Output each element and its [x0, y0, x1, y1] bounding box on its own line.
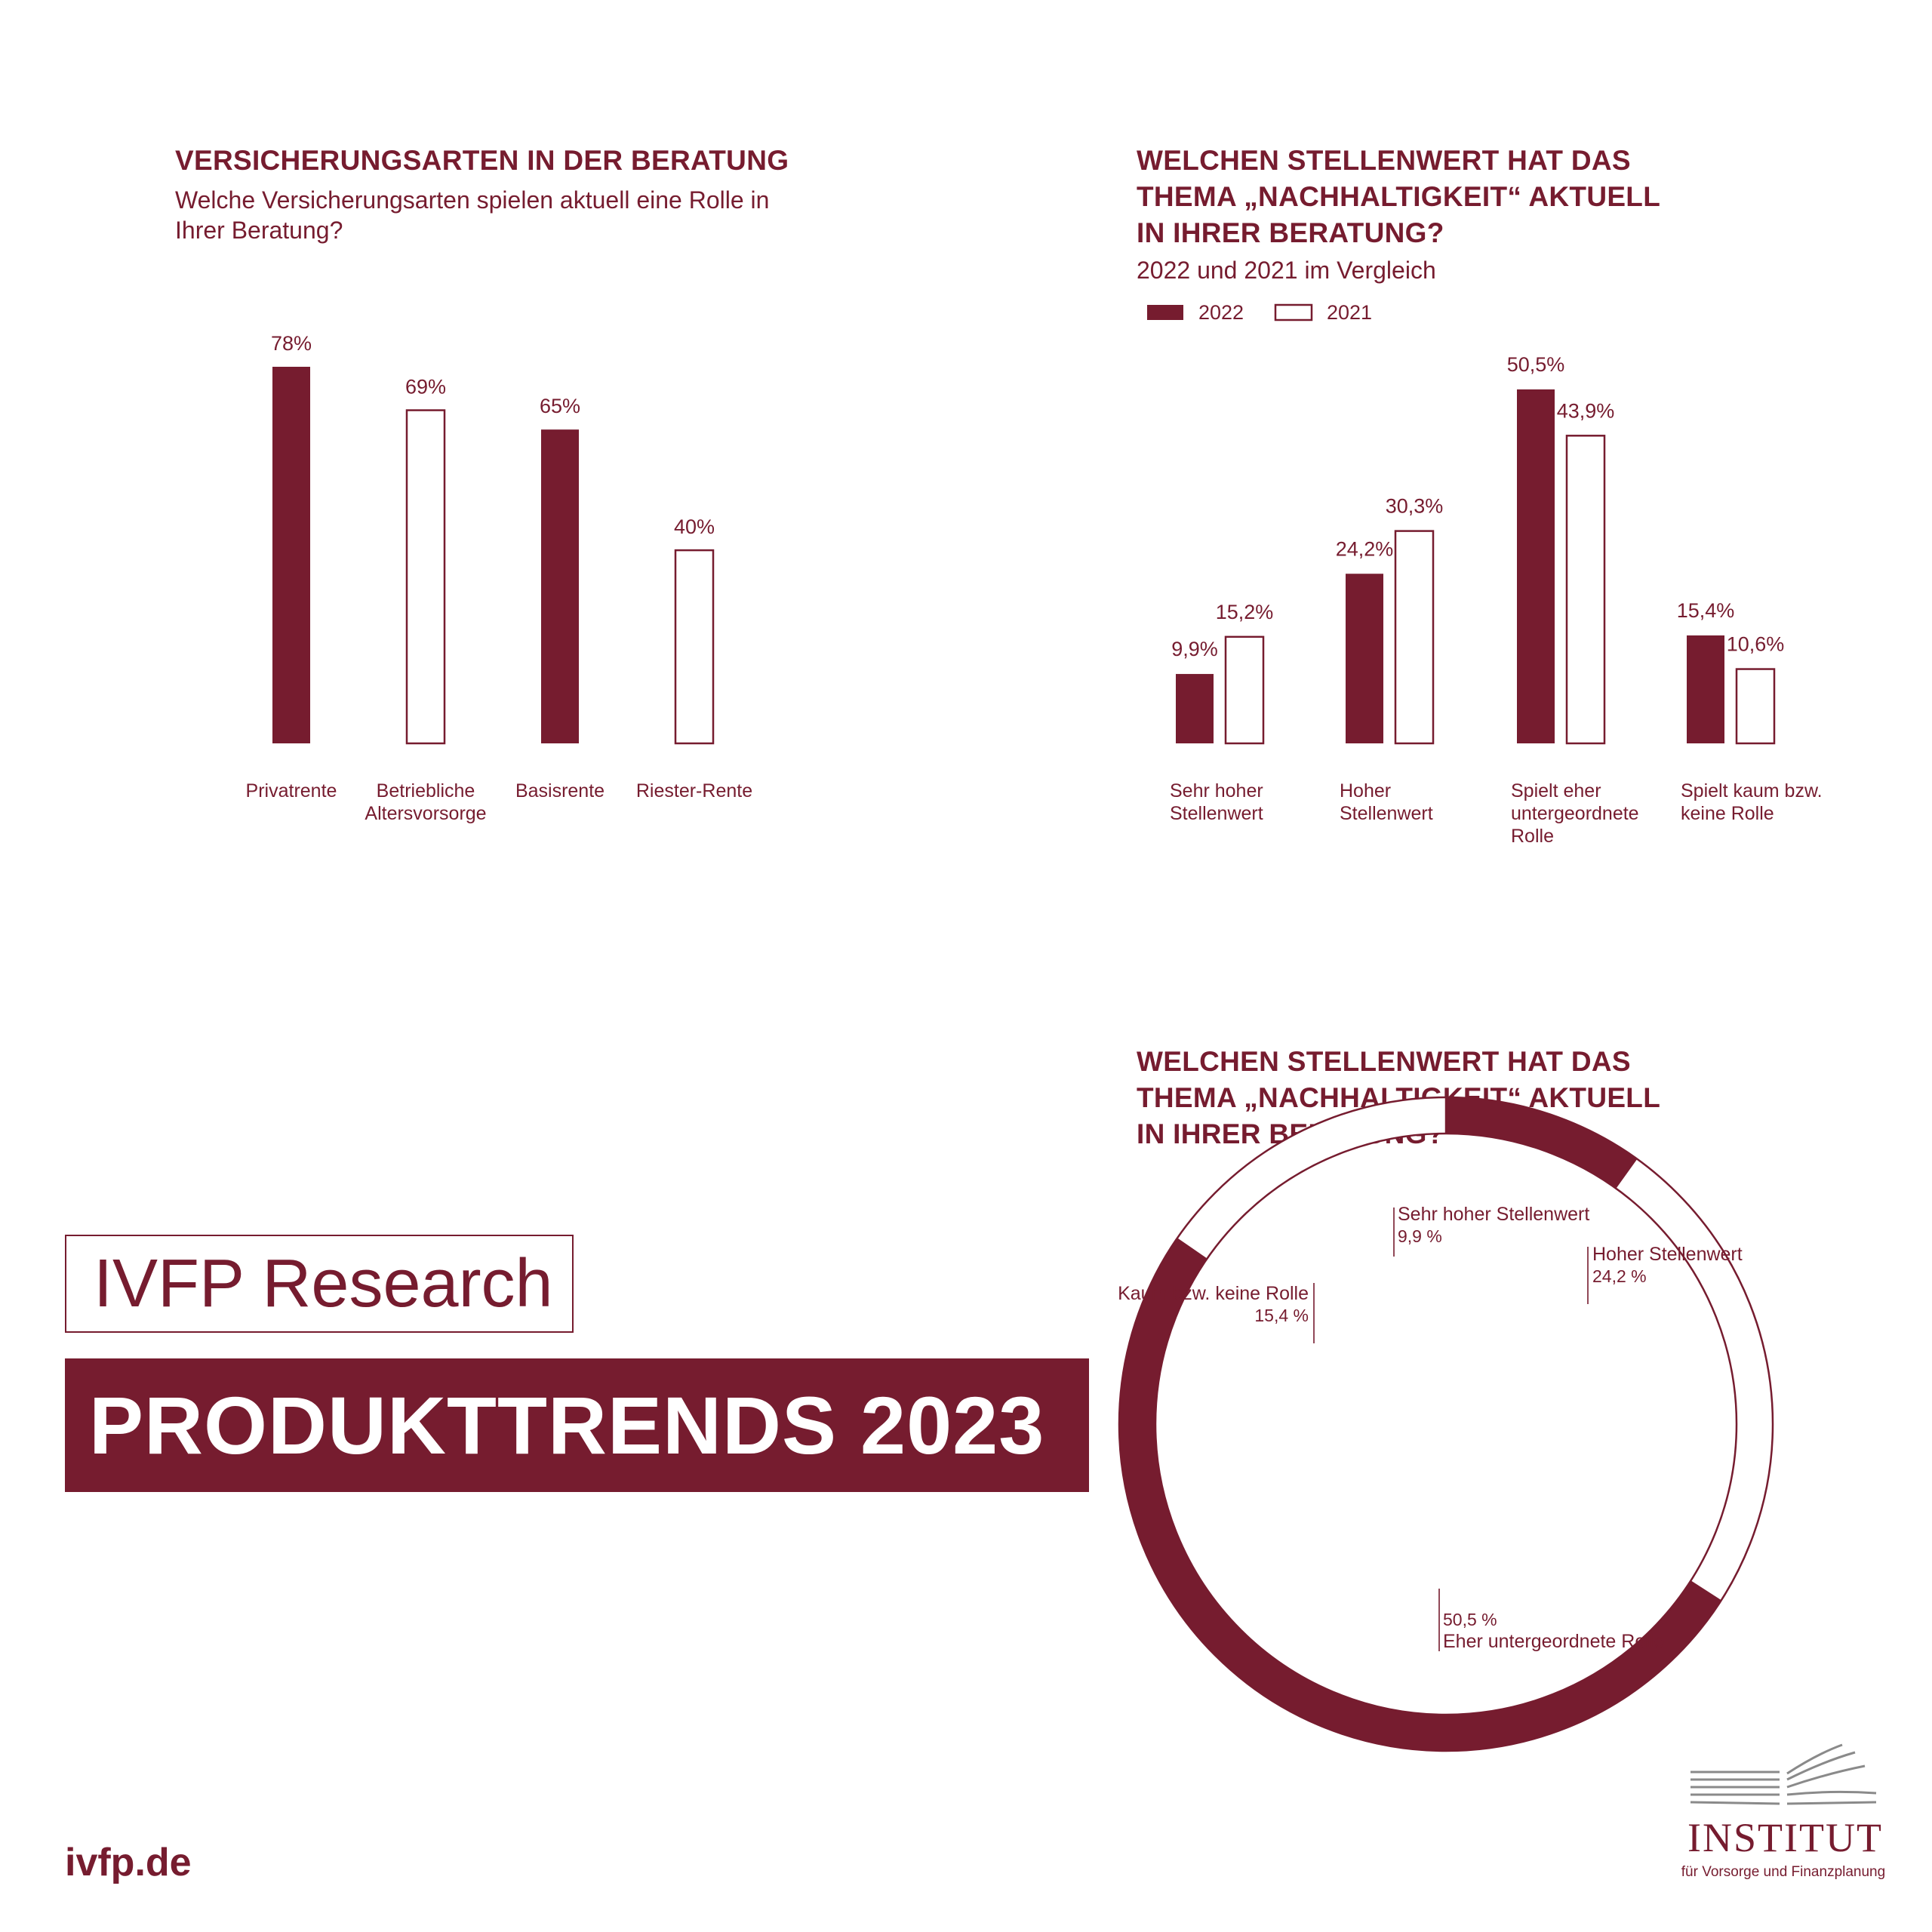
slice-label: Kaum bzw. keine Rolle [1118, 1283, 1309, 1304]
bar-value-label: 65% [540, 395, 580, 417]
slice-label: Eher untergeordnete Rolle [1443, 1631, 1664, 1652]
slice-label: Sehr hoher Stellenwert [1398, 1204, 1589, 1225]
x-tick-label: Rolle [1511, 826, 1554, 847]
book-logo-icon [1690, 1743, 1877, 1805]
bar-2022 [1346, 574, 1383, 743]
bar-value-label: 50,5% [1507, 353, 1565, 376]
bar-value-label: 78% [271, 332, 312, 355]
bar-2022 [1176, 674, 1214, 743]
x-tick-label: Stellenwert [1170, 803, 1263, 824]
research-label: IVFP Research [65, 1235, 574, 1333]
x-tick-label: Riester-Rente [636, 780, 752, 801]
chart2-title-line: THEMA „NACHHALTIGKEIT“ AKTUELL [1137, 181, 1661, 212]
chart1-subtitle: Welche Versicherungsarten spielen aktuel… [175, 185, 769, 245]
bar-2021 [1565, 435, 1606, 745]
legend-label: 2021 [1327, 301, 1372, 324]
bar [272, 367, 310, 743]
chart1-subtitle-line: Welche Versicherungsarten spielen aktuel… [175, 186, 770, 214]
bar-value-label: 15,4% [1677, 599, 1735, 622]
bar-value-label: 24,2% [1336, 537, 1394, 560]
bar-value-label: 9,9% [1171, 638, 1218, 660]
x-tick-label: Spielt eher [1511, 780, 1601, 801]
slice-value-label: 24,2 % [1592, 1266, 1647, 1286]
bar-value-label: 30,3% [1386, 495, 1444, 518]
legend-label: 2022 [1198, 301, 1244, 324]
bar [674, 549, 715, 745]
x-tick-label: keine Rolle [1681, 803, 1774, 824]
chart2-subtitle: 2022 und 2021 im Vergleich [1137, 257, 1436, 284]
x-tick-label: Sehr hoher [1170, 780, 1263, 801]
slice-value-label: 15,4 % [1254, 1306, 1309, 1325]
legend-swatch [1147, 305, 1183, 320]
x-tick-label: Betriebliche [377, 780, 475, 801]
bar-value-label: 15,2% [1216, 601, 1274, 623]
x-tick-label: Hoher [1340, 780, 1391, 801]
title-banner: PRODUKTTRENDS 2023 [65, 1358, 1089, 1492]
bar-value-label: 10,6% [1727, 633, 1785, 656]
chart2-title-line: IN IHRER BERATUNG? [1137, 217, 1444, 248]
x-tick-label: Spielt kaum bzw. [1681, 780, 1823, 801]
donut-slice [1177, 1097, 1446, 1260]
bar-2022 [1687, 635, 1724, 743]
website-link[interactable]: ivfp.de [65, 1841, 192, 1884]
logo-wordmark: INSTITUT [1687, 1815, 1883, 1860]
x-tick-label: untergeordnete [1511, 803, 1639, 824]
slice-value-label: 50,5 % [1443, 1610, 1497, 1629]
chart2-title-line: WELCHEN STELLENWERT HAT DAS [1137, 145, 1631, 176]
chart2-title: WELCHEN STELLENWERT HAT DAS THEMA „NACHH… [1137, 143, 1660, 251]
legend-swatch [1274, 303, 1313, 321]
donut-divider [1690, 1580, 1721, 1602]
x-tick-label: Stellenwert [1340, 803, 1433, 824]
bar [541, 429, 579, 743]
x-tick-label: Altersvorsorge [365, 803, 486, 824]
bar-value-label: 40% [674, 515, 715, 538]
chart1-subtitle-line: Ihrer Beratung? [175, 217, 343, 244]
x-tick-label: Basisrente [515, 780, 605, 801]
bar-2021 [1224, 635, 1265, 745]
donut-slice [1118, 1238, 1721, 1752]
donut-slice [1615, 1158, 1773, 1601]
bar [405, 409, 446, 745]
donut-divider [1176, 1238, 1208, 1260]
chart3-title-line: WELCHEN STELLENWERT HAT DAS [1137, 1046, 1631, 1077]
bar-2021 [1735, 668, 1776, 745]
logo-subtitle: für Vorsorge und Finanzplanung [1681, 1864, 1886, 1880]
bar-value-label: 43,9% [1557, 399, 1615, 422]
bar-value-label: 69% [405, 376, 446, 398]
bar-2022 [1517, 389, 1555, 743]
slice-label: Hoher Stellenwert [1592, 1244, 1743, 1265]
donut-slice [1446, 1097, 1637, 1189]
x-tick-label: Privatrente [246, 780, 337, 801]
slice-value-label: 9,9 % [1398, 1226, 1442, 1246]
donut-divider [1614, 1158, 1638, 1189]
bar-2021 [1394, 530, 1435, 745]
chart1-title: VERSICHERUNGSARTEN IN DER BERATUNG [175, 145, 789, 176]
